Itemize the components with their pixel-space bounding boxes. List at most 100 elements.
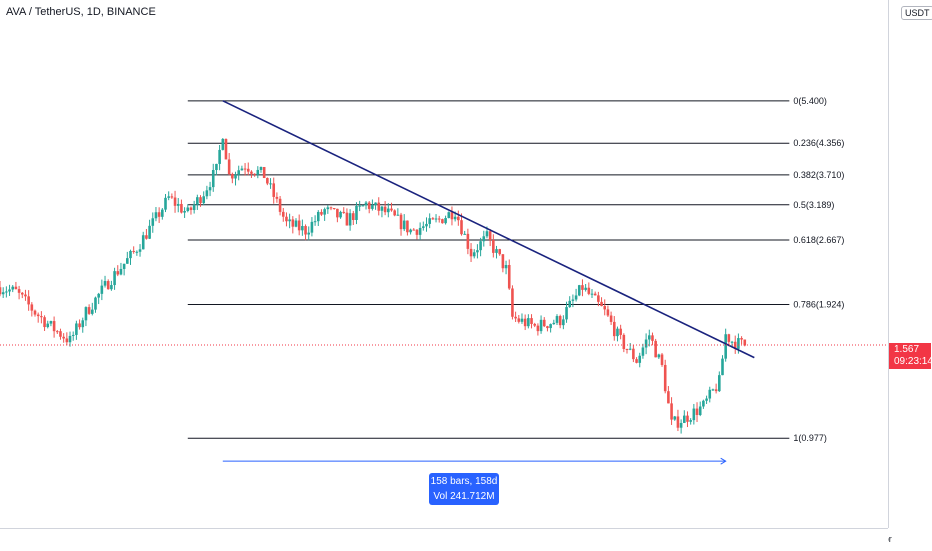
candle-body [530,318,533,324]
candle-body [313,221,317,223]
candle-body [727,334,731,342]
candle-body [714,389,718,392]
candle-body [676,416,680,428]
candle-body [75,323,78,335]
candle-body [211,170,215,188]
candle-body [40,316,43,318]
candle-body [647,335,651,340]
candle-body [670,403,673,420]
candle-body [683,415,686,423]
candle-body [192,204,196,211]
candle-body [49,321,53,324]
candle-body [698,406,702,415]
candle-body [246,168,250,172]
candle-body [189,207,193,211]
candle-body [351,213,355,220]
candle-body [208,187,212,191]
candle-body [485,231,489,237]
candle-body [581,285,584,290]
candle-body [291,219,295,227]
candle-body [479,241,482,251]
candle-body [635,359,638,363]
candle-body [46,323,50,328]
time-scale[interactable] [0,528,888,551]
candle-body [641,347,645,356]
candle-body [622,334,626,349]
candle-body [619,328,622,335]
candle-body [288,219,291,222]
candle-body [132,250,135,252]
candle-body [609,315,613,322]
candle-body [237,170,241,175]
candle-body [552,322,556,325]
candle-body [262,166,266,179]
candle-body [361,205,365,207]
candle-body [145,235,148,239]
candle-body [390,208,393,211]
candle-body [243,168,247,170]
candle-body [148,225,151,239]
candle-body [157,212,161,217]
candle-body [183,211,186,213]
candle-body [364,202,368,206]
candle-body [129,250,132,259]
candle-body [644,339,648,348]
fib-level-label: 1(0.977) [793,433,827,443]
fib-level-label: 0.382(3.710) [793,170,844,180]
candle-body [740,338,743,340]
candle-body [278,198,282,212]
candle-body [141,235,145,250]
candle-body [651,335,654,341]
candle-body [546,326,549,329]
candle-body [20,292,24,295]
candle-body [632,348,635,360]
candle-body [27,296,30,305]
candle-body [425,223,428,227]
candle-body [520,318,524,322]
candle-body [514,316,517,319]
candle-body [119,268,123,275]
currency-button[interactable]: USDT [901,6,932,20]
candle-body [542,319,546,327]
measure-info-box[interactable]: 158 bars, 158d Vol 241.712M [429,473,499,505]
candle-body [301,226,304,231]
fib-level-label: 0.786(1.924) [793,299,844,309]
candle-body [170,196,174,198]
candle-body [571,299,575,301]
candle-body [466,233,470,249]
candle-body [396,214,400,216]
trendline [222,100,755,359]
candle-body [30,304,34,311]
candle-body [161,209,164,217]
candle-body [14,286,18,290]
candle-body [199,197,202,204]
candle-body [84,307,88,321]
candle-body [151,218,155,226]
candle-body [434,218,438,220]
measure-arrow-head [720,457,727,465]
candle-body [603,306,607,310]
candle-body [689,420,692,422]
candle-body [517,318,521,322]
candle-body [463,233,466,235]
candle-body [705,398,708,401]
candle-body [81,320,85,328]
bar-countdown: 09:23:14 [894,356,932,367]
candle-body [8,289,11,292]
candle-body [355,205,358,220]
candle-body [173,197,177,206]
candle-body [422,226,425,228]
candle-body [36,314,40,317]
candle-body [488,231,492,240]
candle-body [55,331,59,333]
price-scale[interactable] [888,0,932,528]
candle-body [412,229,416,231]
candle-body [240,168,244,171]
candle-body [431,218,435,220]
candle-body [180,203,183,213]
candle-body [329,207,333,209]
candle-body [294,220,298,227]
candle-body [457,216,460,221]
candle-body [441,219,444,224]
